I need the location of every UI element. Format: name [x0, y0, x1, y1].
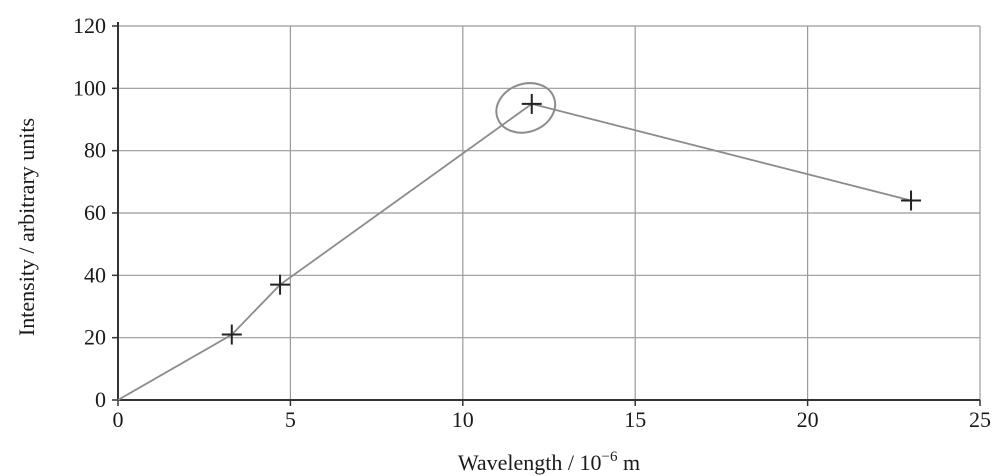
x-tick-label: 5: [285, 407, 296, 432]
y-tick-label: 40: [84, 262, 106, 287]
data-point-marker: [270, 274, 291, 295]
y-tick-label: 120: [73, 13, 106, 38]
series: [117, 93, 922, 401]
data-point-marker: [901, 190, 922, 211]
x-tick-label: 0: [113, 407, 124, 432]
y-tick-label: 20: [84, 325, 106, 350]
x-tick-labels: 0 5 10 15 20 25: [113, 407, 992, 432]
x-tick-label: 20: [797, 407, 819, 432]
data-point-marker: [221, 324, 242, 345]
data-point-marker: [521, 93, 542, 114]
annotations: [495, 82, 557, 134]
y-tick-label: 80: [84, 138, 106, 163]
x-axis-label: Wavelength / 10−6 m: [458, 449, 640, 475]
x-tick-label: 25: [969, 407, 991, 432]
x-axis-label-base: Wavelength / 10: [458, 450, 602, 475]
series-line: [117, 102, 912, 401]
y-tick-label: 60: [84, 200, 106, 225]
y-tick-label: 0: [95, 387, 106, 412]
axes: [112, 22, 981, 406]
x-axis-label-exponent: −6: [602, 449, 618, 465]
y-axis-label: Intensity / arbitrary units: [14, 118, 39, 336]
y-tick-labels: 0 20 40 60 80 100 120: [73, 13, 106, 412]
grid: [118, 25, 981, 400]
x-tick-label: 10: [452, 407, 474, 432]
y-tick-label: 100: [73, 75, 106, 100]
x-tick-label: 15: [624, 407, 646, 432]
peak-circle-annotation: [495, 82, 557, 134]
x-axis-label-unit: m: [617, 450, 640, 475]
